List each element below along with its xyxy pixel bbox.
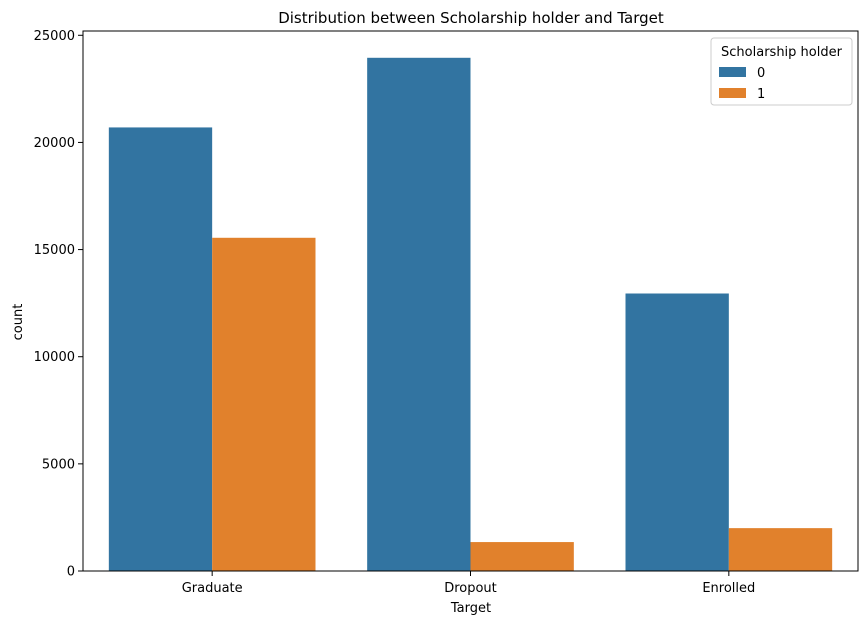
legend-entry-1: 1	[757, 87, 765, 102]
y-tick-label: 15000	[34, 243, 75, 258]
bar-enrolled-series-0	[625, 293, 729, 571]
legend-entry-0: 0	[757, 66, 765, 81]
y-tick-label: 10000	[34, 350, 75, 365]
plot-area	[82, 30, 859, 572]
x-axis: Graduate Dropout Enrolled	[182, 571, 755, 596]
legend-swatch-1	[719, 88, 746, 98]
bar-graduate-series-1	[212, 237, 316, 572]
x-axis-label: Target	[450, 601, 491, 616]
x-tick-label: Dropout	[444, 581, 497, 596]
y-axis-label: count	[11, 304, 26, 341]
x-tick-label: Enrolled	[702, 581, 755, 596]
y-tick-label: 5000	[42, 457, 75, 472]
legend-title: Scholarship holder	[721, 45, 843, 60]
legend: Scholarship holder 0 1	[710, 37, 853, 106]
y-tick-label: 25000	[34, 29, 75, 44]
y-axis: 0 5000 10000 15000 20000 25000	[34, 29, 83, 580]
y-tick-label: 20000	[34, 136, 75, 151]
x-tick-label: Graduate	[182, 581, 243, 596]
bar-graduate-series-0	[108, 127, 213, 572]
y-tick-label: 0	[67, 565, 75, 580]
legend-box	[710, 37, 853, 106]
legend-swatch-0	[719, 67, 746, 77]
bar-dropout-series-1	[470, 542, 574, 571]
bar-dropout-series-0	[367, 57, 471, 572]
bar-enrolled-series-1	[728, 528, 833, 571]
chart-title: Distribution between Scholarship holder …	[278, 9, 664, 27]
